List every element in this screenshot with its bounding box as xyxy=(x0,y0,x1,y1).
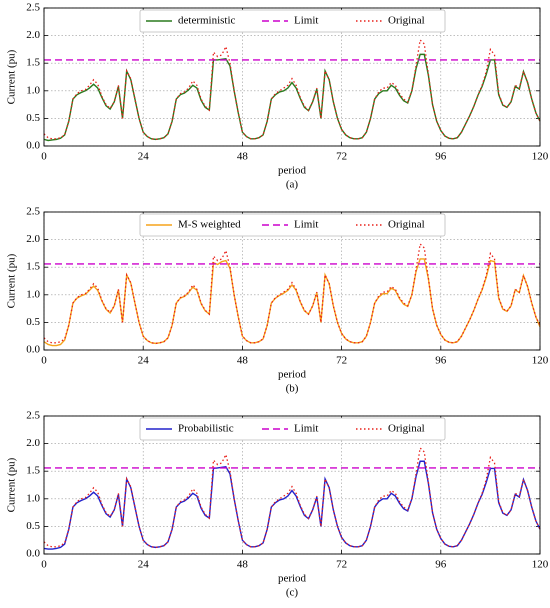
legend-label: M-S weighted xyxy=(178,219,241,231)
y-tick-label: 1.0 xyxy=(26,288,40,300)
y-tick-label: 1.5 xyxy=(26,57,40,69)
y-tick-label: 0.0 xyxy=(26,140,40,152)
x-tick-label: 24 xyxy=(138,559,150,571)
y-tick-label: 2.0 xyxy=(26,437,40,449)
x-tick-label: 96 xyxy=(435,151,447,163)
y-tick-label: 0.5 xyxy=(26,520,40,532)
x-tick-label: 72 xyxy=(336,355,347,367)
y-axis-label: Current (pu) xyxy=(6,253,18,308)
caption: (b) xyxy=(286,383,299,395)
x-tick-label: 24 xyxy=(138,151,150,163)
x-tick-label: 96 xyxy=(435,355,447,367)
y-tick-label: 2.0 xyxy=(26,29,40,41)
x-axis-label: period xyxy=(278,573,307,585)
y-tick-label: 1.0 xyxy=(26,84,40,96)
x-tick-label: 0 xyxy=(41,559,47,571)
x-tick-label: 0 xyxy=(41,151,47,163)
plot-frame xyxy=(43,7,541,147)
x-axis-label: period xyxy=(278,369,307,381)
x-tick-label: 120 xyxy=(532,151,549,163)
x-tick-label: 48 xyxy=(237,151,249,163)
x-tick-label: 72 xyxy=(336,151,347,163)
legend-box xyxy=(139,9,446,33)
x-tick-label: 120 xyxy=(532,559,549,571)
x-tick-label: 48 xyxy=(237,559,249,571)
y-axis-label: Current (pu) xyxy=(6,457,18,512)
y-tick-label: 2.5 xyxy=(26,206,40,218)
y-tick-label: 1.0 xyxy=(26,492,40,504)
legend-label: Limit xyxy=(294,219,318,231)
x-tick-label: 0 xyxy=(41,355,47,367)
series-line xyxy=(43,460,541,550)
caption: (a) xyxy=(286,179,299,191)
x-tick-label: 48 xyxy=(237,355,249,367)
y-tick-label: 1.5 xyxy=(26,465,40,477)
x-tick-label: 72 xyxy=(336,559,347,571)
y-axis-label: Current (pu) xyxy=(6,49,18,104)
caption: (c) xyxy=(286,587,299,599)
legend-label: Limit xyxy=(294,15,318,27)
legend-label: Limit xyxy=(294,423,318,435)
x-tick-label: 120 xyxy=(532,355,549,367)
y-tick-label: 0.5 xyxy=(26,112,40,124)
y-tick-label: 2.5 xyxy=(26,2,40,14)
legend-box xyxy=(139,213,446,237)
series-line xyxy=(43,53,541,142)
series-line xyxy=(43,446,541,549)
legend-box xyxy=(139,417,446,441)
y-tick-label: 2.0 xyxy=(26,233,40,245)
legend-label: Original xyxy=(388,423,425,435)
legend-label: Probabilistic xyxy=(178,423,234,435)
series-line xyxy=(43,242,541,345)
series-line xyxy=(43,38,541,141)
y-tick-label: 0.0 xyxy=(26,344,40,356)
x-tick-label: 96 xyxy=(435,559,447,571)
legend-label: deterministic xyxy=(178,15,236,27)
y-tick-label: 0.0 xyxy=(26,548,40,560)
legend-label: Original xyxy=(388,15,425,27)
plot-frame xyxy=(43,211,541,351)
y-tick-label: 1.5 xyxy=(26,261,40,273)
plot-frame xyxy=(43,415,541,555)
series-line xyxy=(43,258,541,347)
x-axis-label: period xyxy=(278,165,307,177)
y-tick-label: 0.5 xyxy=(26,316,40,328)
y-tick-label: 2.5 xyxy=(26,410,40,422)
x-tick-label: 24 xyxy=(138,355,150,367)
legend-label: Original xyxy=(388,219,425,231)
